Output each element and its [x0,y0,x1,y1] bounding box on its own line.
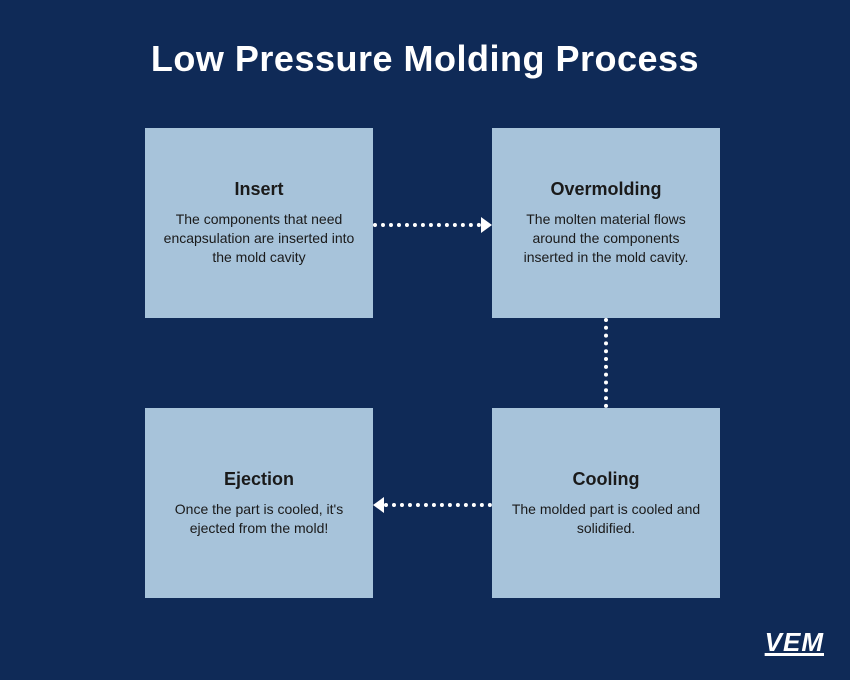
node-desc: The molten material flows around the com… [508,210,704,267]
node-title: Cooling [573,469,640,490]
brand-logo: VEM [765,627,824,658]
node-desc: The molded part is cooled and solidified… [508,500,704,538]
node-ejection: Ejection Once the part is cooled, it's e… [145,408,373,598]
edge-insert-overmolding [373,223,481,227]
edge-cooling-ejection [384,503,492,507]
arrowhead-left-icon [373,497,384,513]
node-title: Insert [234,179,283,200]
node-cooling: Cooling The molded part is cooled and so… [492,408,720,598]
node-insert: Insert The components that need encapsul… [145,128,373,318]
edge-overmolding-cooling [604,318,608,408]
diagram-canvas: Low Pressure Molding Process Insert The … [0,0,850,680]
node-desc: Once the part is cooled, it's ejected fr… [161,500,357,538]
node-title: Overmolding [550,179,661,200]
node-desc: The components that need encapsulation a… [161,210,357,267]
arrowhead-right-icon [481,217,492,233]
node-overmolding: Overmolding The molten material flows ar… [492,128,720,318]
diagram-title: Low Pressure Molding Process [0,38,850,80]
node-title: Ejection [224,469,294,490]
